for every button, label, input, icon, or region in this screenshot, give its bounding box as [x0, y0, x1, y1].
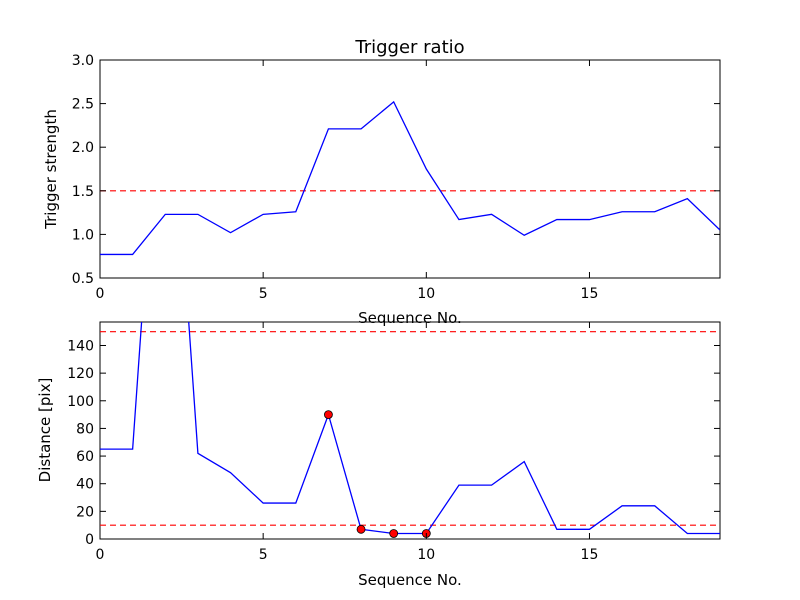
y-tick-label: 20 [76, 504, 94, 520]
y-tick-label: 60 [76, 449, 94, 465]
top-x-axis-label: Sequence No. [358, 309, 462, 327]
x-tick-label: 0 [96, 547, 105, 563]
y-tick-label: 0 [85, 532, 94, 548]
y-tick-label: 40 [76, 477, 94, 493]
top-series [100, 100, 720, 256]
bottom-markers [324, 410, 431, 538]
bottom-plot-frame [99, 321, 721, 540]
bottom-x-axis-label: Sequence No. [358, 571, 462, 589]
y-tick-label: 120 [67, 366, 94, 382]
x-tick-label: 5 [259, 286, 268, 302]
y-tick-label: 1.0 [72, 227, 94, 243]
y-tick-label: 140 [67, 338, 94, 354]
chart-title: Trigger ratio [354, 37, 464, 58]
y-tick-label: 0.5 [72, 271, 94, 287]
data-point-marker [324, 410, 333, 420]
bottom-series [100, 322, 720, 535]
x-tick-label: 10 [417, 286, 435, 302]
top-x-ticks: 0 5 10 15 [96, 60, 599, 302]
x-tick-label: 15 [581, 286, 599, 302]
bottom-y-ticks: 0 20 40 60 80 100 120 140 [67, 338, 720, 548]
series-line-0 [100, 322, 720, 535]
data-point-marker [356, 524, 366, 534]
top-y-axis-label: Trigger strength [42, 109, 60, 230]
top-y-ticks: 0.5 1.0 1.5 2.0 2.5 3.0 [72, 53, 720, 287]
bottom-x-ticks: 0 5 10 15 [96, 322, 599, 563]
y-tick-label: 2.5 [72, 97, 94, 113]
y-tick-label: 2.0 [72, 140, 94, 156]
top-subplot: Trigger ratio 0 5 10 15 0.51.01.52.02.53.0 … [42, 37, 721, 327]
bottom-subplot: 0 5 10 15 0 20 40 60 80 100 120 140 Sequence No. D… [36, 321, 721, 589]
y-tick-label: 80 [76, 421, 94, 437]
x-tick-label: 10 [417, 547, 435, 563]
y-tick-label: 3.0 [72, 53, 94, 69]
bottom-threshold-lines [100, 331, 720, 526]
x-tick-label: 15 [581, 547, 599, 563]
data-point-marker [389, 529, 399, 538]
series-line-0 [100, 100, 720, 256]
top-plot-frame [99, 59, 721, 279]
y-tick-label: 100 [67, 394, 94, 410]
x-tick-label: 5 [259, 547, 268, 563]
bottom-y-axis-label: Distance [pix] [36, 378, 54, 483]
x-tick-label: 0 [96, 286, 105, 302]
y-tick-label: 1.5 [72, 184, 94, 200]
